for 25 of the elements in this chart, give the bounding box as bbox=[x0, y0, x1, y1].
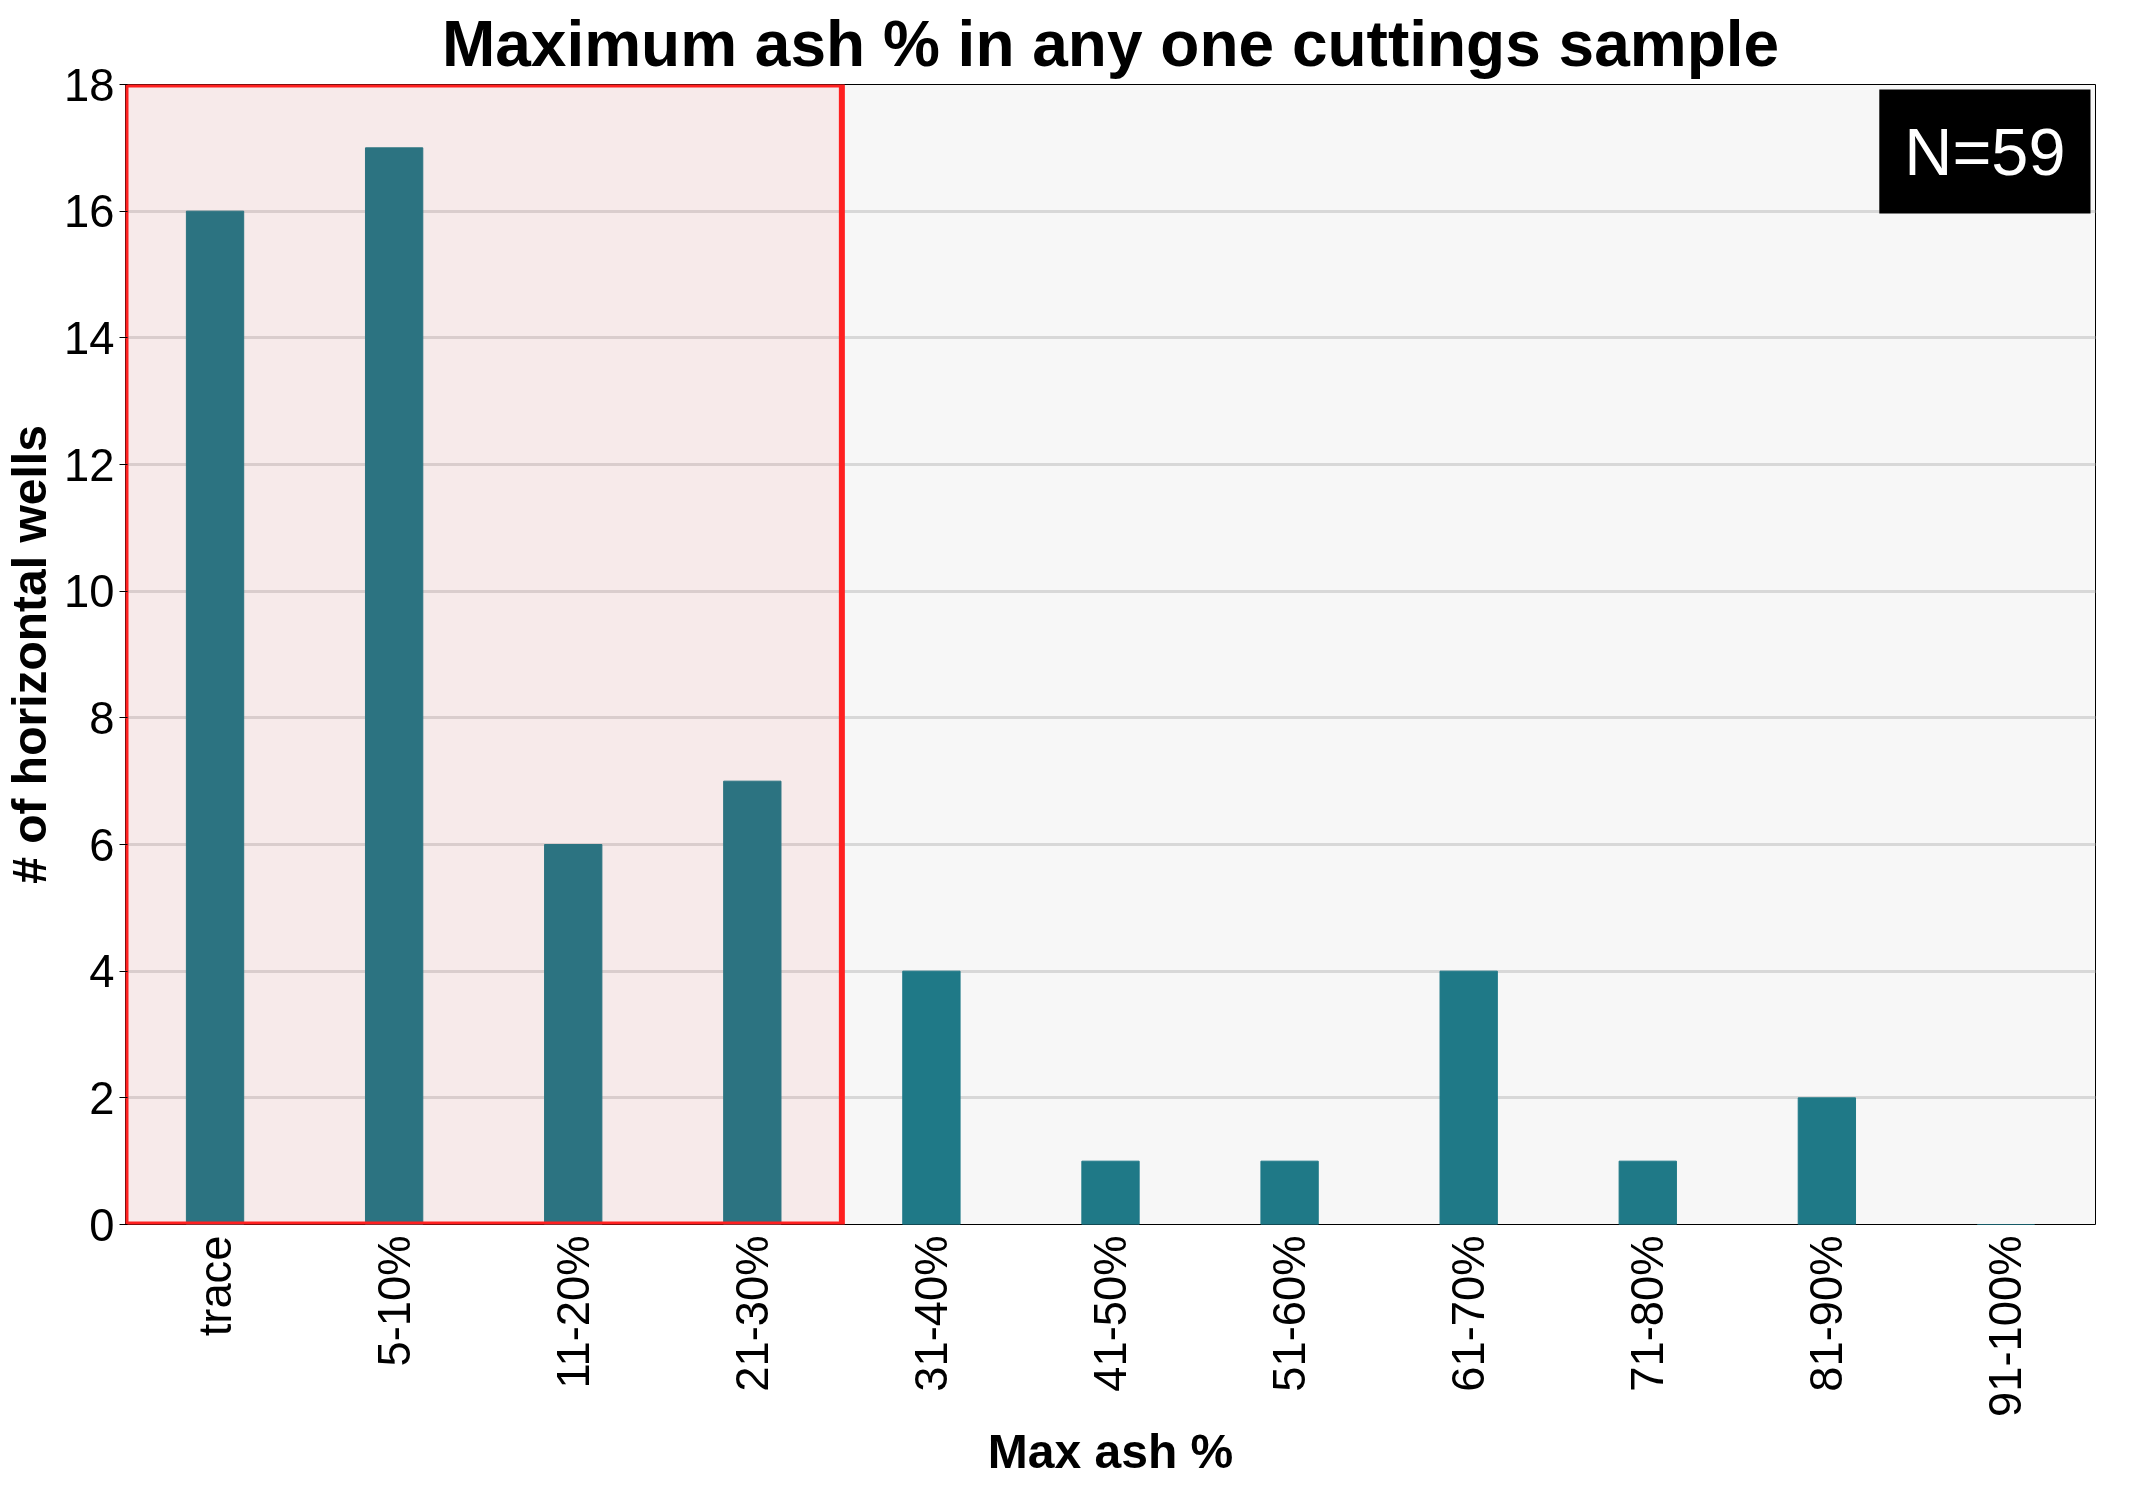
y-tick-label: 12 bbox=[64, 439, 115, 491]
x-tick-label: 61-70% bbox=[1443, 1235, 1495, 1392]
x-tick-label: 11-20% bbox=[547, 1235, 599, 1389]
y-tick-label: 18 bbox=[64, 59, 115, 111]
annotation: N=59 bbox=[1904, 114, 2066, 189]
x-tick-label: 21-30% bbox=[726, 1235, 778, 1392]
chart-title: Maximum ash % in any one cuttings sample bbox=[441, 7, 1780, 80]
x-tick-label: 71-80% bbox=[1622, 1235, 1674, 1392]
x-tick-label: 81-90% bbox=[1801, 1235, 1853, 1392]
x-axis-title: Max ash % bbox=[987, 1424, 1234, 1478]
y-tick-label: 6 bbox=[89, 819, 115, 871]
x-tick-label: 91-100% bbox=[1980, 1235, 2032, 1417]
y-axis-title: # of horizontal wells bbox=[3, 425, 57, 884]
y-tick-label: 2 bbox=[89, 1072, 115, 1124]
y-tick-label: 8 bbox=[89, 692, 115, 744]
x-tick-label: 41-50% bbox=[1085, 1235, 1136, 1392]
x-tick-label: 31-40% bbox=[905, 1235, 957, 1392]
y-tick-label: 10 bbox=[64, 566, 115, 618]
x-tick-label: trace bbox=[189, 1235, 241, 1337]
y-tick-label: 4 bbox=[89, 946, 115, 998]
y-tick-label: 14 bbox=[64, 312, 115, 364]
y-tick-label: 16 bbox=[64, 186, 115, 238]
x-tick-label: 51-60% bbox=[1264, 1235, 1316, 1392]
x-tick-label: 5-10% bbox=[368, 1235, 420, 1367]
y-tick-label: 0 bbox=[89, 1199, 115, 1251]
